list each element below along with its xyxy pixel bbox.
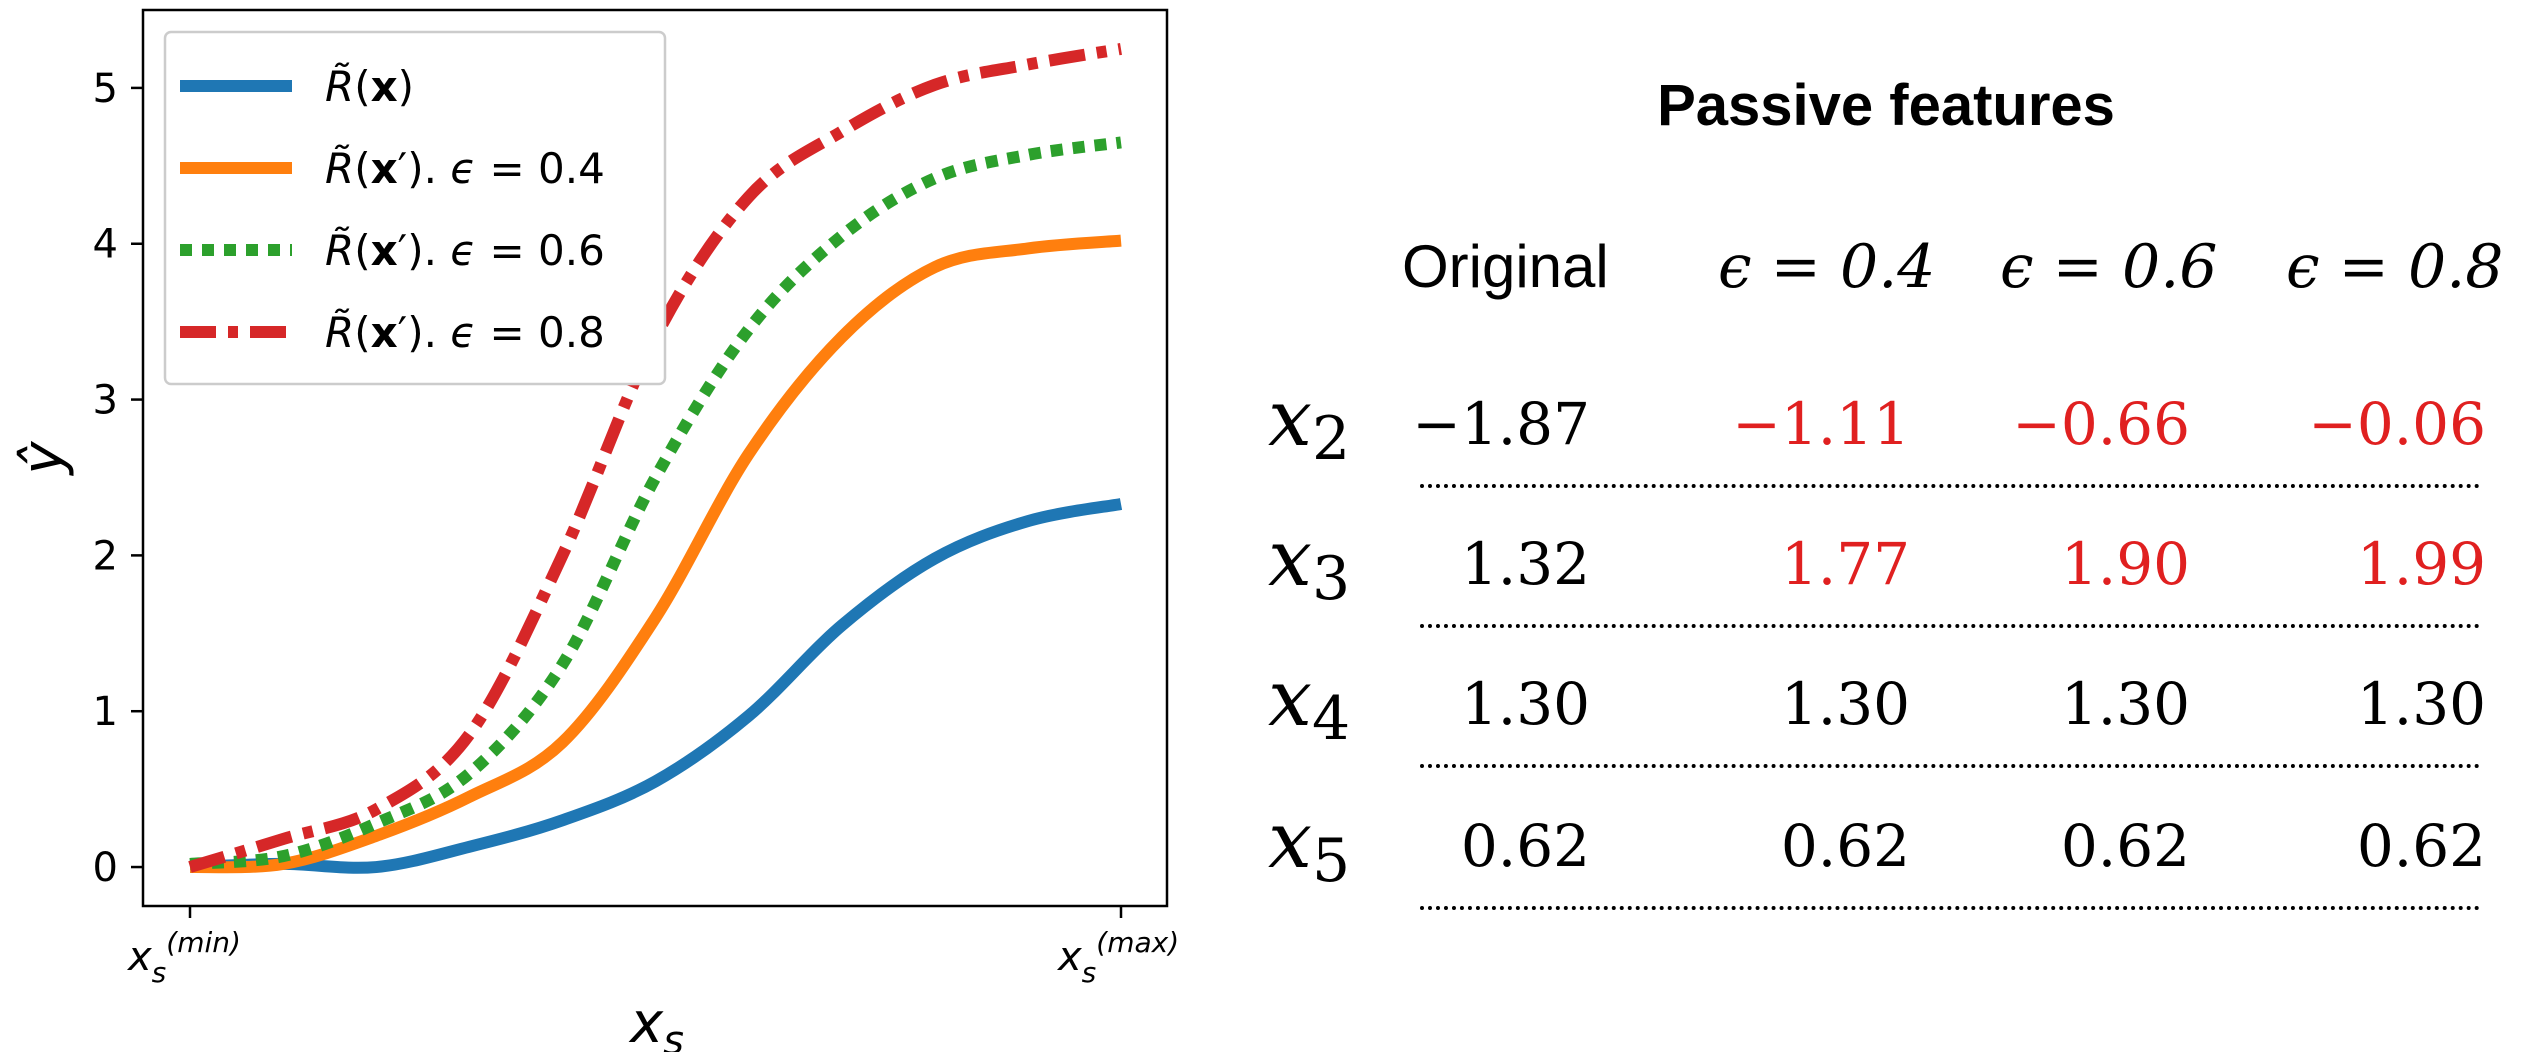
cell-x4-col3: 1.30 [2356,670,2486,738]
col-header-eps-0.8: ϵ = 0.8 [2286,232,2504,302]
row-label-x3: x3 [1268,514,1350,614]
legend-box [163,30,667,386]
cell-x3-col1: 1.77 [1780,530,1910,598]
y-tick-label-2: 2 [93,533,118,579]
cell-x3-col3: 1.99 [2356,530,2486,598]
plot-frame [141,8,1169,908]
row-label-x4: x4 [1268,654,1350,754]
x-tick-label-min: xs(min) [126,926,241,989]
cell-x2-col3: −0.06 [2308,390,2486,458]
y-tick-label-0: 0 [93,845,118,891]
row-label-subscript: 5 [1312,826,1351,896]
row-separator [1420,764,2480,768]
cell-x4-col0: 1.30 [1460,670,1590,738]
y-tick-label-4: 4 [93,222,118,268]
cell-x4-col1: 1.30 [1780,670,1910,738]
cell-x2-col2: −0.66 [2012,390,2190,458]
legend-entry-1: R̃(x′). ϵ = 0.4 [325,143,605,193]
row-label-var: x [1268,796,1312,886]
row-label-x5: x5 [1268,796,1350,896]
series-line-1 [189,234,1122,874]
col-header-original: Original [1402,233,1609,300]
row-separator [1420,484,2480,488]
y-tick-label-5: 5 [93,66,118,112]
row-label-var: x [1268,654,1312,744]
y-tick-label-3: 3 [93,378,118,424]
y-axis: 0 1 2 3 4 5 [93,66,143,891]
cell-x4-col2: 1.30 [2060,670,2190,738]
cell-x3-col0: 1.32 [1460,530,1590,598]
cell-x2-col0: −1.87 [1412,390,1590,458]
row-label-x2: x2 [1268,374,1350,474]
y-tick-label-1: 1 [93,689,118,735]
row-label-var: x [1268,514,1312,604]
passive-features-table: Passive features Original ϵ = 0.4 ϵ = 0.… [1250,0,2522,1052]
x-tick-label-max: xs(max) [1056,926,1179,989]
row-label-subscript: 2 [1312,404,1351,474]
cell-x5-col3: 0.62 [2356,812,2486,880]
x-axis: xs(min) xs(max) xs [126,906,1179,1052]
cell-x2-col1: −1.11 [1732,390,1910,458]
cell-x5-col0: 0.62 [1460,812,1590,880]
table-title: Passive features [1657,73,2115,138]
cell-x5-col2: 0.62 [2060,812,2190,880]
row-separator [1420,624,2480,628]
y-axis-label: ŷ [11,441,76,477]
series-line-0 [189,498,1123,874]
legend-entry-2: R̃(x′). ϵ = 0.6 [325,225,605,275]
x-axis-label: xs [628,991,684,1052]
cell-x3-col2: 1.90 [2060,530,2190,598]
legend-entry-3: R̃(x′). ϵ = 0.8 [325,307,605,357]
line-chart: 0 1 2 3 4 5 xs(min) xs(max) xs ŷ R̃(x) R̃(x′)… [11,8,1179,1052]
legend: R̃(x) R̃(x′). ϵ = 0.4 R̃(x′). ϵ = 0.6 R̃… [163,30,667,386]
row-label-subscript: 3 [1312,544,1351,614]
row-label-subscript: 4 [1312,684,1351,754]
legend-entry-0: R̃(x) [325,61,414,111]
col-header-eps-0.6: ϵ = 0.6 [2000,232,2218,302]
row-separator [1420,906,2480,910]
col-header-eps-0.4: ϵ = 0.4 [1718,232,1936,302]
cell-x5-col1: 0.62 [1780,812,1910,880]
row-label-var: x [1268,374,1312,464]
